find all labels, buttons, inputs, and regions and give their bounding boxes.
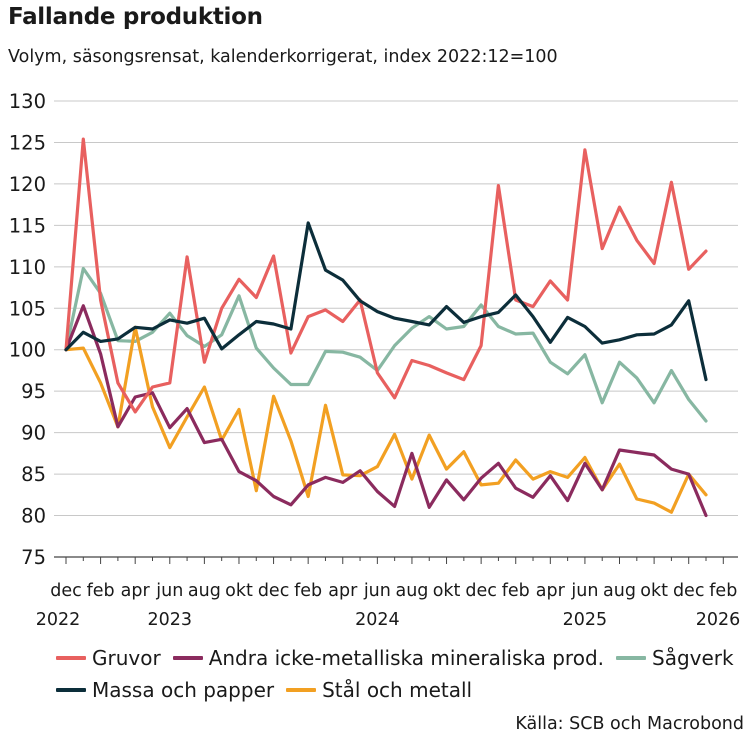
- x-tick-label: aug: [395, 581, 428, 601]
- y-tick-label: 95: [21, 380, 46, 403]
- x-year-label: 2023: [148, 610, 193, 630]
- y-tick-label: 90: [21, 422, 46, 445]
- x-tick-label: jun: [155, 581, 183, 601]
- x-tick-label: feb: [87, 581, 115, 601]
- legend-label: Massa och papper: [92, 678, 275, 702]
- chart-subtitle: Volym, säsongsrensat, kalenderkorrigerat…: [8, 47, 558, 67]
- y-tick-label: 125: [9, 131, 46, 154]
- x-tick-label: jun: [570, 581, 598, 601]
- x-tick-label: dec: [673, 581, 705, 601]
- legend-item-andra: Andra icke-metalliska mineraliska prod.: [172, 646, 604, 670]
- x-tick-label: okt: [225, 581, 253, 601]
- x-tick-label: apr: [121, 581, 151, 601]
- x-tick-labels: dec feb apr jun aug okt dec feb apr jun aug okt dec f…: [36, 557, 741, 630]
- legend-item-gruvor: Gruvor: [56, 646, 161, 670]
- y-tick-label: 105: [9, 297, 46, 320]
- x-year-label: 2024: [355, 610, 400, 630]
- x-tick-label: feb: [709, 581, 737, 601]
- x-tick-label: feb: [502, 581, 530, 601]
- x-tick-label: jun: [363, 581, 391, 601]
- legend-item-sagverk: Sågverk: [616, 646, 734, 670]
- x-tick-label: dec: [258, 581, 290, 601]
- y-tick-label: 75: [21, 546, 46, 569]
- legend-item-massa: Massa och papper: [56, 678, 274, 702]
- series-line-4: [64, 325, 708, 514]
- legend-swatch: [56, 688, 86, 692]
- legend-swatch: [286, 688, 317, 692]
- series-line-0: [64, 137, 708, 414]
- legend-label: Stål och metall: [322, 678, 473, 702]
- series-line-2: [64, 266, 708, 423]
- series-line-3: [64, 221, 708, 382]
- x-year-label: 2025: [563, 610, 608, 630]
- y-tick-label: 130: [9, 90, 46, 113]
- series-line-1: [64, 304, 708, 518]
- y-tick-label: 110: [9, 256, 46, 279]
- x-tick-label: okt: [640, 581, 668, 601]
- legend-item-stal: Stål och metall: [286, 678, 472, 702]
- legend-row-2: Massa och papper Stål och metall: [56, 678, 484, 702]
- x-tick-label: apr: [536, 581, 566, 601]
- y-tick-label: 120: [9, 173, 46, 196]
- y-tick-label: 85: [21, 463, 46, 486]
- x-tick-label: feb: [294, 581, 322, 601]
- x-tick-label: apr: [328, 581, 358, 601]
- x-year-label: 2022: [36, 610, 81, 630]
- x-year-label: 2026: [696, 610, 741, 630]
- series-lines: [64, 137, 708, 518]
- y-tick-label: 80: [21, 505, 46, 528]
- x-tick-label: dec: [50, 581, 82, 601]
- x-tick-label: aug: [603, 581, 636, 601]
- x-tick-label: aug: [188, 581, 221, 601]
- y-tick-labels: 75 80 85 90 95 100 105 110 115 120 125 130: [9, 90, 46, 569]
- chart-title: Fallande produktion: [8, 4, 263, 30]
- grid-lines: [54, 100, 738, 558]
- legend-label: Andra icke-metalliska mineraliska prod.: [208, 646, 604, 670]
- legend-row-1: Gruvor Andra icke-metalliska mineraliska…: [56, 646, 746, 670]
- legend-label: Sågverk: [652, 646, 734, 670]
- x-tick-label: okt: [433, 581, 461, 601]
- legend-swatch: [56, 656, 86, 660]
- legend-swatch: [616, 656, 646, 660]
- legend-label: Gruvor: [92, 646, 161, 670]
- y-tick-label: 115: [9, 214, 46, 237]
- x-tick-label: dec: [465, 581, 497, 601]
- legend-swatch: [172, 656, 203, 660]
- y-tick-label: 100: [9, 339, 46, 362]
- source-note: Källa: SCB och Macrobond: [515, 714, 744, 734]
